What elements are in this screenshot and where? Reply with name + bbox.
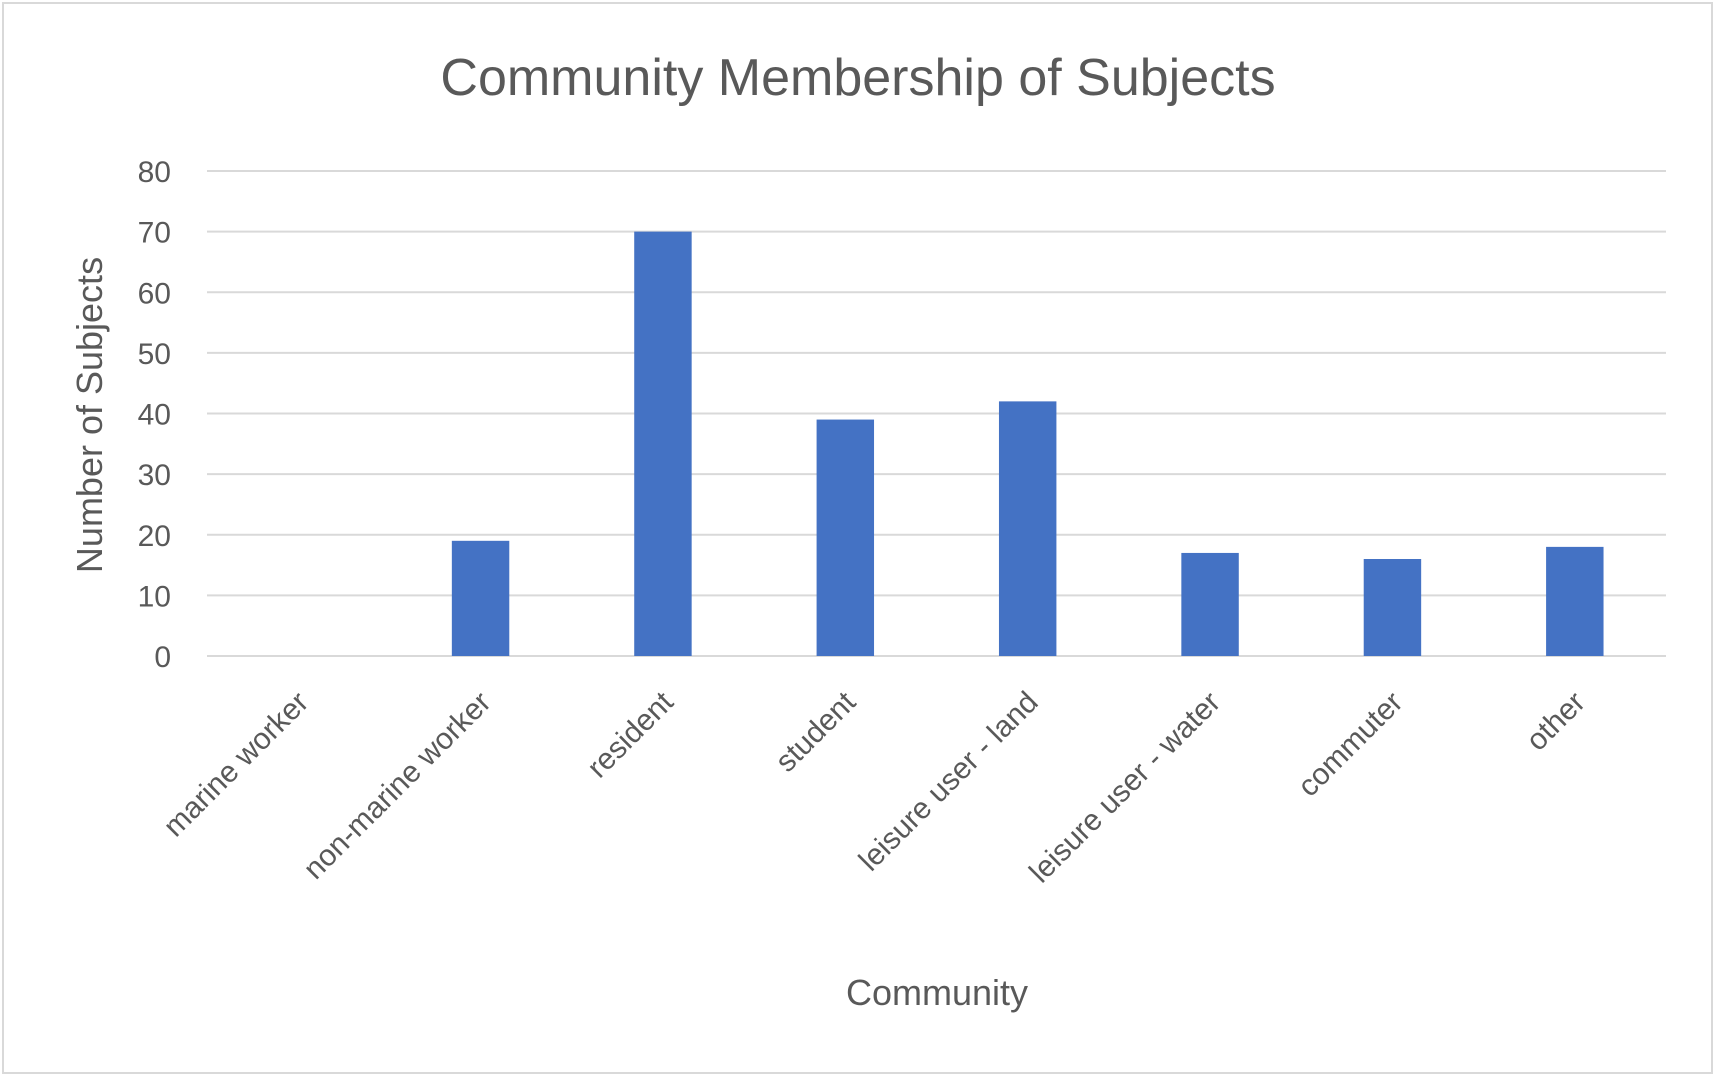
y-tick-label: 70 — [138, 217, 171, 250]
x-tick-label: resident — [581, 685, 680, 784]
y-tick-label: 10 — [138, 580, 171, 613]
bar — [634, 231, 692, 656]
x-tick-label: other — [1520, 686, 1592, 758]
x-tick-label: student — [769, 685, 862, 778]
x-tick-label: non-marine worker — [297, 686, 497, 886]
y-tick-label: 50 — [138, 338, 171, 371]
y-tick-label: 60 — [138, 277, 171, 310]
x-tick-label: marine worker — [157, 686, 315, 844]
x-axis-title: Community — [846, 972, 1028, 1013]
bar — [1363, 559, 1422, 656]
chart-title: Community Membership of Subjects — [440, 49, 1275, 107]
bar — [816, 419, 875, 656]
y-tick-label: 0 — [154, 641, 171, 674]
bar — [451, 540, 510, 656]
bar — [998, 401, 1057, 656]
y-tick-label: 20 — [138, 520, 171, 553]
y-axis-ticks: 0 10 20 30 40 50 60 70 80 — [138, 156, 171, 674]
x-tick-label: leisure user - water — [1023, 686, 1227, 890]
y-tick-label: 30 — [138, 459, 171, 492]
bars — [451, 231, 1604, 656]
bar — [1546, 546, 1604, 656]
gridlines — [207, 170, 1666, 657]
bar — [1181, 552, 1239, 656]
y-tick-label: 80 — [138, 156, 171, 189]
x-tick-label: commuter — [1292, 686, 1410, 804]
y-axis-title: Number of Subjects — [69, 257, 110, 573]
x-tick-label: leisure user - land — [853, 686, 1045, 878]
y-tick-label: 40 — [138, 399, 171, 432]
